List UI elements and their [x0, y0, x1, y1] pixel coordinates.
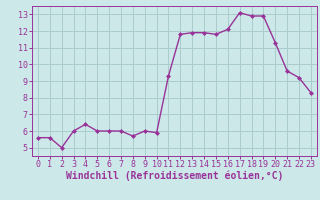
X-axis label: Windchill (Refroidissement éolien,°C): Windchill (Refroidissement éolien,°C) — [66, 171, 283, 181]
